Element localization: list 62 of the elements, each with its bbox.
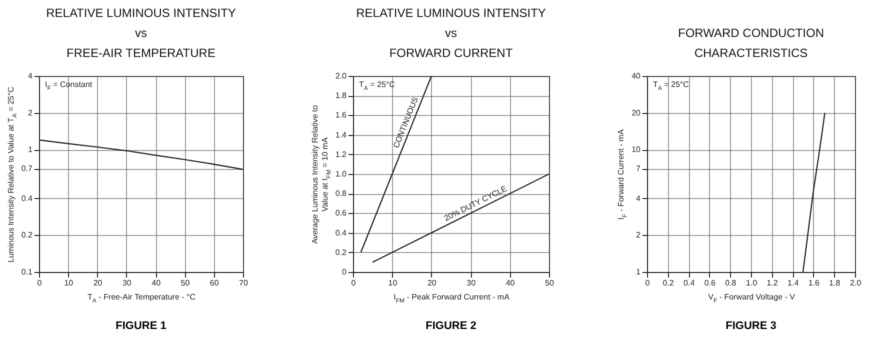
x-tick-label: 1.0 <box>746 278 758 288</box>
y-tick-label: 0.4 <box>21 194 34 203</box>
x-tick-label: 0.2 <box>662 278 674 288</box>
y-tick-label: 0.2 <box>335 248 348 257</box>
x-tick-label: 20 <box>427 278 437 288</box>
x-tick-label: 10 <box>388 278 398 288</box>
x-tick-label: 10 <box>64 278 74 288</box>
x-tick-label: 0.6 <box>704 278 716 288</box>
y-tick-label: 7 <box>636 164 642 174</box>
y-tick-label: 0.4 <box>335 228 348 238</box>
chart-title: RELATIVE LUMINOUS INTENSITY vs FREE-AIR TEMPERATURE <box>46 6 236 60</box>
x-tick-label: 1.6 <box>808 278 820 288</box>
y-tick-label: 1.8 <box>335 91 348 100</box>
x-tick-label: 0 <box>351 278 356 288</box>
x-tick-label: 1.4 <box>788 278 800 288</box>
x-tick-label: 0.4 <box>684 278 696 288</box>
y-tick-label: 0.1 <box>21 268 34 276</box>
caption: FIGURE 2 <box>426 320 476 332</box>
caption: FIGURE 3 <box>726 320 776 332</box>
y-tick-label: 2 <box>636 230 642 240</box>
y-tick-label: 2.0 <box>335 72 348 80</box>
y-tick-label: 40 <box>632 72 642 80</box>
x-tick-label: 1.8 <box>829 278 841 288</box>
annotation: T$_{A}$ = 25°C <box>653 80 690 92</box>
x-tick-label: 30 <box>466 278 476 288</box>
x-tick-label: 1.2 <box>766 278 778 288</box>
x-tick-label: 60 <box>210 278 220 288</box>
annotation: T$_{A}$ = 25°C <box>359 80 396 92</box>
y-tick-label: 1 <box>28 145 34 154</box>
annotation: I$_{F}$ = Constant <box>45 80 93 92</box>
y-tick-label: 0.6 <box>335 208 348 218</box>
x-tick-label: 30 <box>122 278 132 288</box>
x-tick-label: 0 <box>645 278 650 288</box>
y-tick-label: 0 <box>342 268 348 276</box>
y-tick-label: 10 <box>632 145 642 154</box>
y-tick-label: 0.8 <box>335 189 348 198</box>
y-tick-label: 1.0 <box>335 170 348 178</box>
x-tick-label: 40 <box>506 278 516 288</box>
y-tick-label: 4 <box>636 194 642 203</box>
x-tick-label: 0 <box>37 278 42 288</box>
caption: FIGURE 1 <box>116 320 166 332</box>
y-tick-label: 2 <box>28 108 34 118</box>
x-axis-title: V$_{F}$ - Forward Voltage - V <box>708 292 796 304</box>
x-tick-label: 40 <box>152 278 162 288</box>
x-axis-title: T$_{A}$ - Free-Air Temperature - °C <box>88 292 196 304</box>
y-tick-label: 4 <box>28 72 34 80</box>
x-tick-label: 70 <box>239 278 248 288</box>
chart-title: FORWARD CONDUCTION CHARACTERISTICS <box>678 26 824 60</box>
x-tick-label: 50 <box>180 278 190 288</box>
x-tick-label: 50 <box>545 278 554 288</box>
y-tick-label: 20 <box>632 108 642 118</box>
x-tick-label: 0.8 <box>725 278 737 288</box>
y-tick-label: 1.2 <box>335 150 348 159</box>
y-tick-label: 1.4 <box>335 130 348 140</box>
x-axis-title: I$_{FM}$ - Peak Forward Current - mA <box>394 292 510 304</box>
y-tick-label: 1.6 <box>335 110 348 120</box>
chart-title: RELATIVE LUMINOUS INTENSITY vs FORWARD CURRENT <box>356 6 546 60</box>
x-tick-label: 20 <box>93 278 103 288</box>
y-tick-label: 0.7 <box>21 164 34 174</box>
x-tick-label: 2.0 <box>850 278 862 288</box>
y-tick-label: 1 <box>636 268 642 276</box>
y-tick-label: 0.2 <box>21 230 34 240</box>
